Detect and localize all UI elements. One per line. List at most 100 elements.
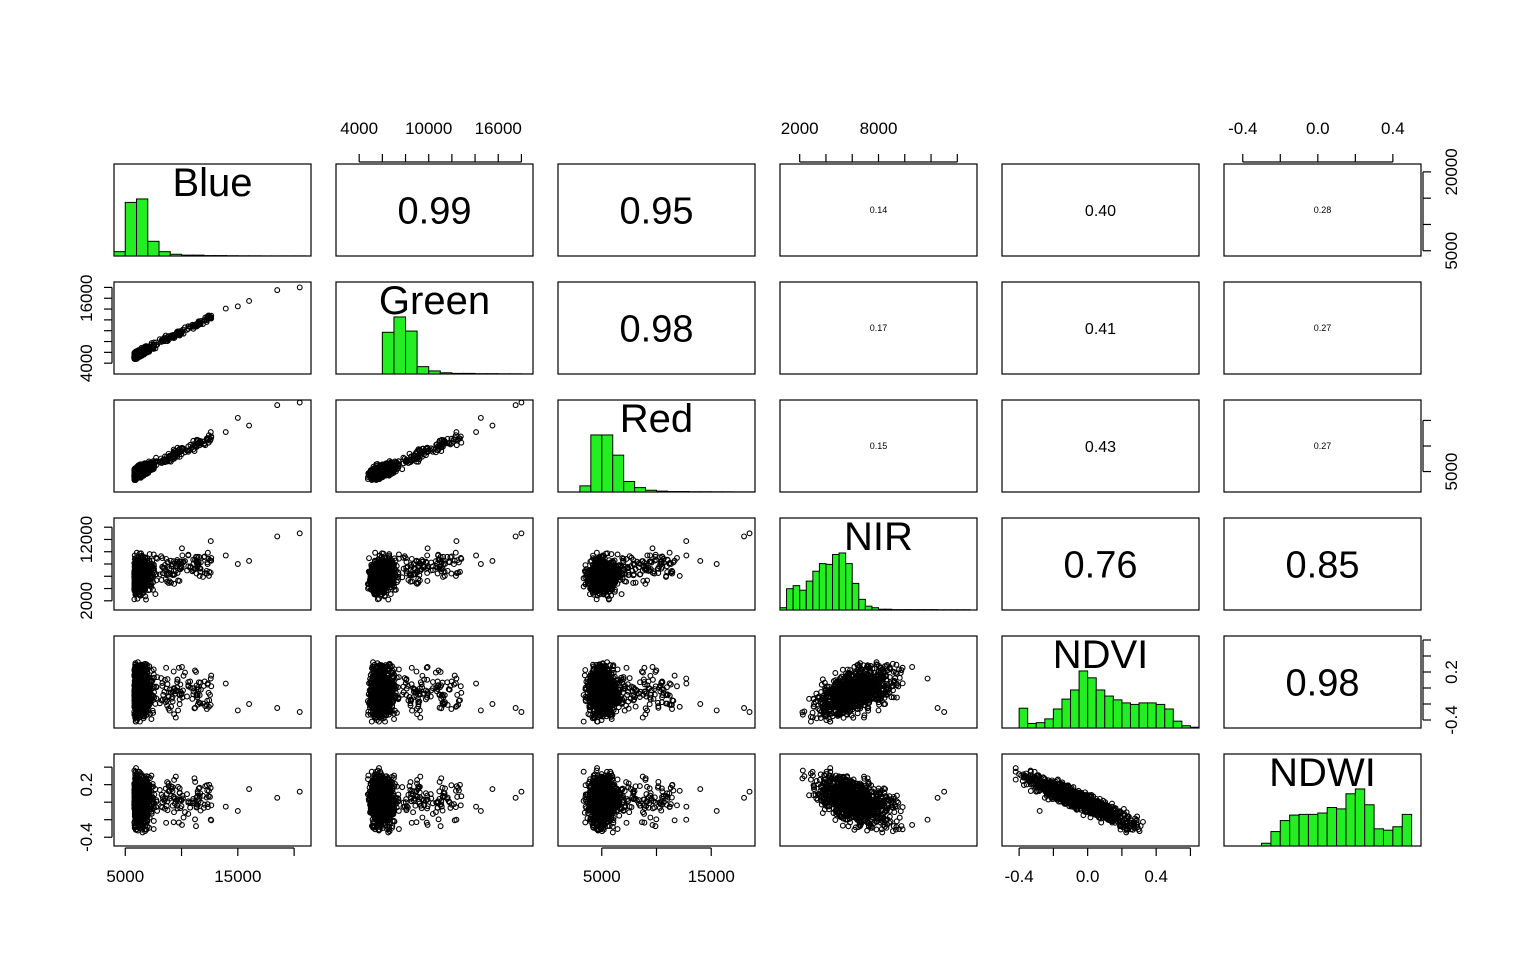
scatter-point — [200, 441, 207, 448]
histogram-bar — [393, 316, 407, 375]
scatter-points — [131, 400, 303, 483]
histogram-bar — [656, 490, 668, 493]
histogram-bar — [158, 251, 171, 257]
histogram-bar — [181, 254, 194, 257]
scatter-point — [136, 351, 143, 358]
scatter-point — [136, 570, 143, 577]
scatter-point — [518, 400, 525, 406]
scatter-point — [143, 348, 150, 355]
scatter-point — [151, 569, 158, 576]
scatter-point — [170, 454, 177, 461]
histogram-bar — [612, 454, 625, 493]
scatter-point — [136, 469, 143, 476]
panel-red-nir: 0.15 — [779, 399, 978, 493]
panel-nir-green — [335, 517, 534, 611]
panel-green-nir: 0.17 — [779, 281, 978, 375]
panel-frame — [113, 281, 312, 375]
panel-frame — [1223, 163, 1422, 257]
histogram-bar — [428, 370, 441, 375]
scatter-point — [432, 449, 439, 456]
scatter-point — [167, 557, 174, 564]
panel-frame — [335, 399, 534, 493]
panel-nir-blue — [113, 517, 312, 611]
scatter-point — [427, 447, 434, 454]
panel-frame — [779, 163, 978, 257]
scatter-point — [194, 320, 201, 327]
scatter-point — [234, 414, 241, 421]
panel-frame — [113, 399, 312, 493]
correlation-value: 0.17 — [870, 323, 888, 333]
scatter-point — [452, 432, 459, 439]
correlation-value: 0.28 — [1314, 205, 1332, 215]
scatter-point — [234, 561, 241, 567]
scatter-point — [159, 563, 166, 570]
scatter-point — [489, 422, 496, 429]
correlation-value: 0.40 — [1085, 203, 1116, 220]
scatter-point — [168, 452, 175, 459]
scatter-point — [274, 533, 281, 540]
scatter-point — [142, 593, 149, 600]
scatter-points — [131, 530, 303, 603]
scatter-point — [182, 558, 188, 564]
panel-blue-nir: 0.14 — [779, 163, 978, 257]
scatter-point — [369, 468, 376, 475]
scatter-point — [187, 564, 194, 571]
scatter-point — [144, 582, 151, 589]
panel-frame — [557, 163, 756, 257]
scatter-point — [197, 559, 204, 566]
scatter-point — [164, 578, 171, 585]
scatter-point — [473, 429, 480, 436]
scatter-point — [170, 332, 177, 339]
histogram-bar — [416, 366, 430, 375]
scatter-point — [406, 450, 413, 457]
histogram-bar — [623, 480, 636, 493]
scatter-point — [178, 445, 185, 452]
scatter-point — [150, 551, 157, 558]
scatter-point — [205, 572, 212, 579]
scatter-point — [140, 573, 147, 580]
scatter-points — [131, 284, 303, 363]
scatter-point — [372, 549, 379, 556]
correlation-value: 0.41 — [1085, 321, 1116, 338]
scatter-point — [435, 443, 442, 450]
scatter-point — [133, 549, 140, 556]
scatter-point — [156, 571, 163, 578]
scatter-point — [234, 303, 241, 310]
scatter-point — [179, 552, 186, 559]
panel-frame — [335, 517, 534, 611]
scatter-point — [132, 469, 139, 475]
scatter-point — [222, 429, 229, 436]
correlation-value: 0.14 — [870, 205, 888, 215]
scatter-point — [174, 569, 181, 576]
scatter-points — [364, 530, 525, 603]
scatter-point — [387, 463, 394, 469]
scatter-point — [274, 402, 281, 409]
panel-green-ndvi: 0.41 — [1001, 281, 1200, 375]
scatter-point — [147, 578, 154, 585]
scatter-point — [194, 322, 201, 329]
correlation-value: 0.27 — [1314, 323, 1332, 333]
variable-label: Green — [379, 279, 490, 323]
scatter-point — [158, 553, 165, 560]
scatter-point — [366, 555, 372, 562]
scatter-point — [150, 572, 156, 579]
scatter-point — [401, 553, 408, 560]
panel-red-blue — [113, 399, 312, 493]
histogram-bar — [451, 372, 464, 375]
scatter-point — [151, 341, 158, 348]
scatter-point — [163, 457, 170, 464]
scatter-point — [448, 570, 455, 577]
scatter-point — [222, 552, 229, 559]
scatter-point — [296, 400, 303, 406]
panel-red-green — [335, 399, 534, 493]
scatter-point — [207, 538, 214, 545]
scatter-point — [194, 563, 201, 570]
scatter-point — [440, 437, 447, 443]
scatter-point — [374, 469, 381, 475]
panel-blue-green: 0.99 — [335, 163, 534, 257]
histogram-bar — [192, 254, 205, 257]
scatter-point — [167, 458, 174, 465]
histogram-bar — [634, 487, 647, 493]
scatter-point — [178, 451, 185, 458]
panel-blue-blue: Blue — [113, 161, 312, 257]
